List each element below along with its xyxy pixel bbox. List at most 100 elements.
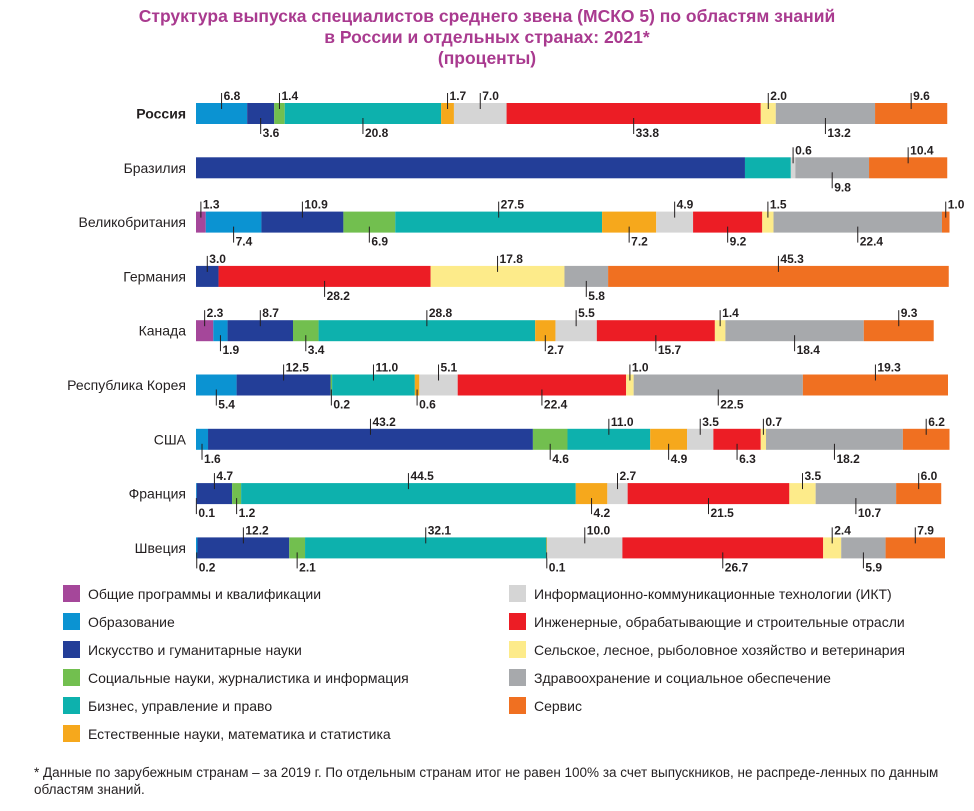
bar-segment (790, 157, 796, 179)
bar-segment (575, 483, 608, 505)
data-label: 10.9 (304, 198, 328, 212)
data-label: 2.7 (547, 343, 564, 357)
bar-segment (885, 537, 945, 559)
bar-segment (232, 483, 242, 505)
data-label: 18.2 (836, 452, 860, 466)
bar-segment (196, 374, 237, 396)
data-label: 0.6 (795, 143, 812, 157)
data-label: 9.6 (913, 89, 930, 103)
category-label: Франция (129, 486, 186, 502)
data-label: 10.4 (910, 143, 934, 157)
footnote: * Данные по зарубежным странам – за 2019… (34, 765, 939, 797)
legend-swatch (63, 697, 80, 714)
bar-segment (841, 537, 886, 559)
bar-segment (802, 374, 948, 396)
bar-segment (626, 374, 634, 396)
bar-segment (441, 103, 454, 124)
data-label: 6.9 (371, 235, 388, 249)
data-label: 3.0 (209, 252, 226, 266)
data-label: 3.5 (804, 469, 821, 483)
data-label: 18.4 (797, 343, 821, 357)
legend-label: Общие программы и квалификации (88, 585, 322, 602)
category-label: Республика Корея (67, 377, 186, 393)
stacked-bar-chart: Россия 6.8 3.6 1.4 20.8 1.7 7.0 33.8 2.0 13.2 9.6 Б… (67, 89, 965, 574)
legend-label: Здравоохранение и социальное обеспечение (534, 669, 831, 686)
data-label: 4.2 (594, 506, 611, 520)
bar-segment (713, 428, 761, 450)
data-label: 12.2 (245, 523, 269, 537)
data-label: 13.2 (827, 126, 851, 140)
bar-segment (227, 320, 294, 342)
data-label: 0.2 (199, 560, 216, 574)
bar-segment (205, 211, 262, 233)
data-label: 7.4 (236, 235, 253, 249)
data-label: 32.1 (428, 523, 452, 537)
legend-swatch (509, 697, 526, 714)
data-label: 45.3 (780, 252, 804, 266)
bar-segment (714, 320, 726, 342)
data-label: 7.2 (631, 235, 648, 249)
data-label: 4.9 (671, 452, 688, 466)
bar-segment (218, 265, 431, 287)
data-label: 43.2 (372, 415, 396, 429)
bar-segment (330, 374, 333, 396)
bar-segment (196, 483, 233, 505)
data-label: 15.7 (658, 343, 682, 357)
data-label: 4.7 (216, 469, 233, 483)
bar-segment (555, 320, 597, 342)
legend-label: Социальные науки, журналистика и информа… (88, 669, 409, 686)
data-label: 0.6 (419, 398, 436, 412)
category-label: Россия (136, 106, 186, 122)
data-label: 1.0 (948, 198, 965, 212)
bar-segment (744, 157, 791, 179)
data-label: 28.2 (327, 289, 351, 303)
legend-item: Естественные науки, математика и статист… (63, 725, 391, 742)
bar-segment (633, 374, 803, 396)
bar-segment (607, 483, 628, 505)
data-label: 2.3 (207, 306, 224, 320)
bar-segment (241, 483, 576, 505)
data-label: 11.0 (375, 361, 398, 375)
bar-segment (284, 103, 442, 124)
title-line-1: Структура выпуска специалистов среднего … (138, 6, 836, 26)
bar-segment (725, 320, 864, 342)
data-label: 22.4 (860, 235, 884, 249)
legend-label: Образование (88, 613, 175, 630)
data-label: 10.0 (587, 523, 611, 537)
bar-segment (414, 374, 420, 396)
legend-item: Здравоохранение и социальное обеспечение (509, 669, 831, 686)
legend-swatch (509, 585, 526, 602)
data-label: 9.3 (901, 306, 918, 320)
bar-segment (535, 320, 556, 342)
bar-segment (789, 483, 816, 505)
data-label: 22.4 (544, 398, 568, 412)
bar-segment (596, 320, 715, 342)
bar-segment (693, 211, 763, 233)
bar-segment (902, 428, 950, 450)
legend-swatch (509, 613, 526, 630)
bar-segment (293, 320, 319, 342)
data-label: 5.1 (441, 361, 458, 375)
data-label: 1.4 (722, 306, 739, 320)
data-label: 3.4 (308, 343, 325, 357)
data-label: 2.4 (834, 523, 851, 537)
bar-segment (419, 374, 458, 396)
legend-swatch (63, 585, 80, 602)
bar-segment (247, 103, 275, 124)
legend-item: Образование (63, 613, 175, 630)
data-label: 1.0 (632, 361, 649, 375)
legend-item: Общие программы и квалификации (63, 585, 321, 602)
bar-segment (627, 483, 790, 505)
bar-segment (261, 211, 344, 233)
data-label: 1.6 (204, 452, 221, 466)
bar-segment (547, 537, 623, 559)
legend-swatch (509, 669, 526, 686)
legend-item: Искусство и гуманитарные науки (63, 641, 302, 658)
bar-segment (343, 211, 396, 233)
bar-segment (567, 428, 651, 450)
data-label: 5.4 (218, 398, 235, 412)
legend-label: Бизнес, управление и право (88, 697, 273, 714)
data-label: 10.7 (858, 506, 882, 520)
bar-segment (506, 103, 761, 124)
data-label: 5.5 (578, 306, 595, 320)
